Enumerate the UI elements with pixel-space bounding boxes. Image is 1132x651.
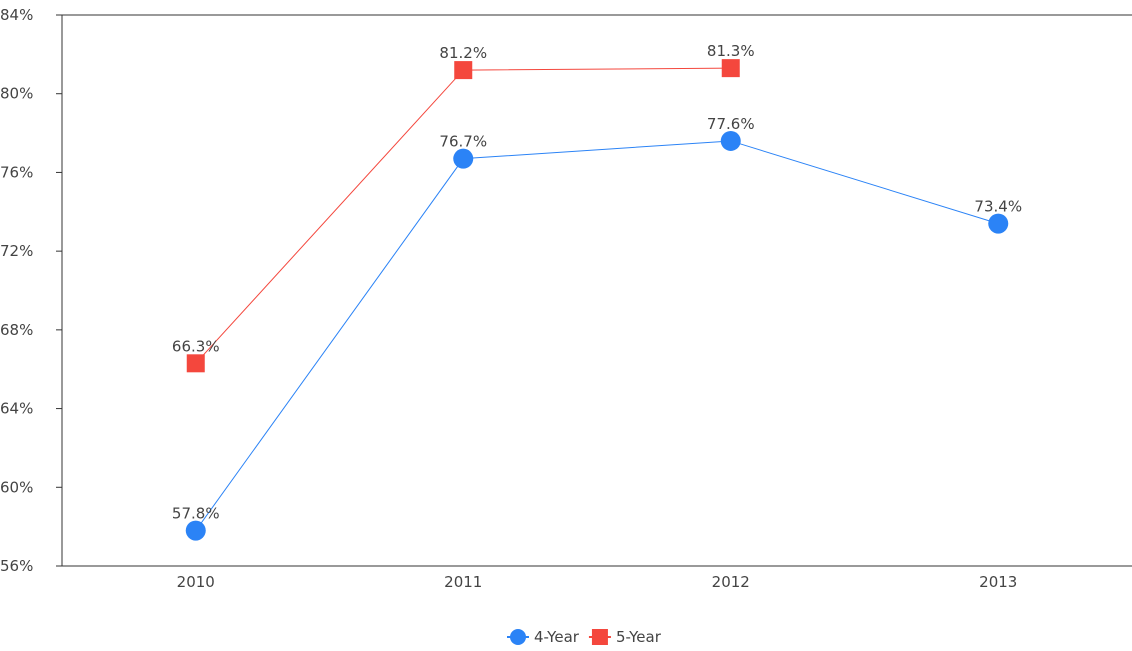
legend-item-4-year[interactable]: 4-Year (507, 628, 580, 646)
series-layer (185, 59, 1009, 541)
y-tick-label: 76% (0, 163, 33, 181)
y-tick-label: 60% (0, 478, 33, 496)
y-tick-label: 68% (0, 321, 33, 339)
series-line (195, 67, 731, 364)
legend[interactable]: 4-Year 5-Year (507, 628, 662, 646)
x-tick-label: 2013 (979, 573, 1017, 591)
data-label: 57.8% (172, 505, 220, 523)
data-label: 77.6% (707, 115, 755, 133)
data-label: 81.2% (439, 44, 487, 62)
series-5-year (186, 59, 740, 373)
y-tick-label: 56% (0, 557, 33, 575)
square-marker-icon (591, 629, 608, 645)
data-label: 76.7% (439, 133, 487, 151)
data-point[interactable] (453, 148, 474, 169)
x-tick-label: 2011 (444, 573, 482, 591)
data-point[interactable] (186, 354, 205, 373)
y-tick-label: 80% (0, 85, 33, 103)
legend-label: 4-Year (534, 628, 580, 646)
data-label: 66.3% (172, 337, 220, 355)
data-label: 81.3% (707, 42, 755, 60)
series-line (195, 140, 999, 531)
x-tick-label: 2010 (177, 573, 215, 591)
y-tick-label: 84% (0, 6, 33, 24)
data-point[interactable] (185, 520, 206, 541)
legend-label: 5-Year (616, 628, 662, 646)
data-point[interactable] (988, 213, 1009, 234)
data-point[interactable] (454, 61, 473, 80)
data-labels: 57.8% 76.7% 77.6% 73.4% 66.3% 81.2% 81.3% (172, 42, 1022, 522)
legend-item-5-year[interactable]: 5-Year (588, 628, 662, 646)
data-point[interactable] (721, 59, 740, 78)
series-4-year (185, 130, 1009, 541)
data-label: 73.4% (974, 198, 1022, 216)
y-tick-label: 64% (0, 400, 33, 418)
data-point[interactable] (720, 130, 741, 151)
circle-marker-icon (510, 629, 526, 645)
axes: 56% 60% 64% 68% 72% 76% 80% 84% 2010 2011 2012 2013 (0, 6, 1132, 591)
y-tick-label: 72% (0, 242, 33, 260)
x-tick-label: 2012 (712, 573, 750, 591)
